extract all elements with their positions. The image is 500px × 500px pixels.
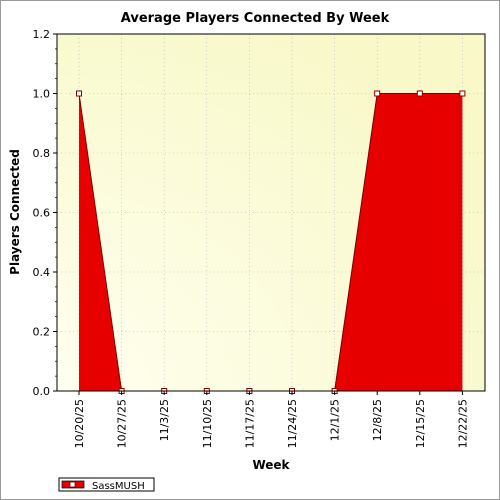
y-tick-label: 0.2 [33,326,51,339]
x-axis-label: Week [252,458,290,472]
legend: SassMUSH [58,477,155,492]
x-tick-label: 11/10/25 [201,399,214,448]
data-point [76,90,82,97]
legend-label: SassMUSH [92,481,145,492]
x-tick-label: 12/1/25 [329,399,342,441]
x-tick-label: 10/27/25 [116,399,129,448]
x-tick-label: 11/17/25 [243,399,256,448]
x-tick-label: 10/20/25 [73,399,86,448]
y-tick-label: 0.4 [33,266,51,279]
series-area-fill [79,93,463,391]
plot-border [56,33,486,392]
data-point [374,90,381,97]
x-tick-label: 11/24/25 [286,399,299,448]
x-tick-label: 12/15/25 [414,399,427,448]
x-tick-label: 12/22/25 [456,399,469,448]
y-tick-label: 0.6 [33,207,51,220]
x-tick-label: 12/8/25 [371,399,384,441]
y-tick-label: 0.0 [33,385,51,398]
x-axis-ticks: 10/20/25 10/27/25 11/3/25 11/10/25 11/17/25 1… [73,391,469,448]
y-axis-ticks: 0.0 0.2 0.4 0.6 0.8 1.0 1.2 [33,28,57,398]
data-point [416,90,423,97]
data-point [459,90,466,97]
chart-title: Average Players Connected By Week [121,11,390,26]
x-tick-label: 11/3/25 [158,399,171,441]
legend-marker [69,481,76,488]
y-axis-label: Players Connected [8,149,22,275]
y-tick-label: 0.8 [33,147,51,160]
y-tick-label: 1.0 [33,88,51,101]
y-tick-label: 1.2 [33,28,51,41]
